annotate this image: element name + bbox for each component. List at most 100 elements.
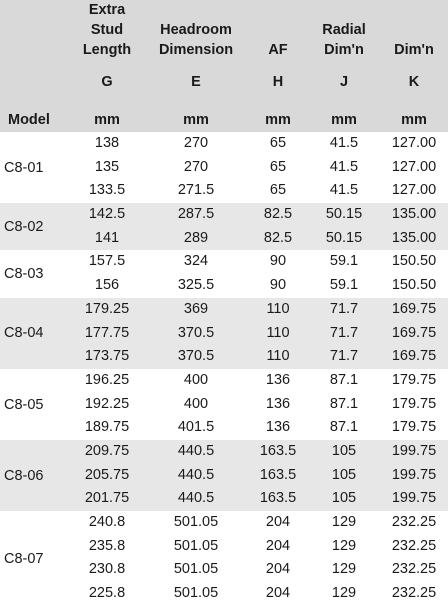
- cell-j: 105: [331, 466, 357, 483]
- cell-k: 135.00: [391, 229, 437, 246]
- model-label: C8-04: [4, 325, 44, 342]
- cell-j: 71.7: [329, 324, 359, 341]
- table-header: Extra Stud Length Headroom Dimension AF …: [0, 0, 448, 132]
- cell-k: 179.75: [391, 395, 437, 412]
- cell-h: 65: [269, 135, 287, 151]
- cell-e: 287.5: [177, 206, 215, 223]
- table-row: 133.5 271.5 65 41.5 127.00: [0, 179, 448, 203]
- cell-h: 110: [266, 348, 290, 365]
- cell-h: 82.5: [263, 229, 293, 246]
- cell-h: 110: [266, 324, 290, 341]
- cell-j: 41.5: [329, 182, 359, 199]
- header-label-line: Dimension: [158, 42, 234, 58]
- cell-e: 325.5: [177, 277, 215, 294]
- cell-e: 501.05: [173, 514, 219, 530]
- cell-e: 501.05: [173, 537, 219, 554]
- cell-h: 90: [269, 253, 287, 270]
- cell-e: 289: [183, 229, 209, 246]
- cell-k: 135.00: [391, 206, 437, 223]
- cell-h: 163.5: [259, 466, 297, 483]
- cell-g: 240.8: [88, 514, 126, 530]
- cell-e: 400: [183, 395, 209, 412]
- cell-e: 400: [183, 371, 209, 388]
- table-row: 240.8 501.05 204 129 232.25: [0, 511, 448, 535]
- cell-h: 90: [269, 277, 287, 294]
- cell-h: 163.5: [259, 442, 297, 459]
- cell-k: 232.25: [391, 514, 437, 530]
- model-label: C8-03: [4, 266, 44, 283]
- cell-k: 169.75: [391, 324, 437, 341]
- cell-g: 177.75: [84, 324, 130, 341]
- header-col-k: Dim'n: [382, 0, 446, 60]
- cell-h: 65: [269, 158, 287, 175]
- cell-g: 201.75: [84, 490, 130, 507]
- table-row: 230.8 501.05 204 129 232.25: [0, 558, 448, 582]
- cell-k: 169.75: [391, 348, 437, 365]
- cell-g: 209.75: [84, 442, 130, 459]
- header-unit-k: mm: [401, 112, 427, 128]
- header-col-g: Extra Stud Length: [78, 0, 136, 60]
- cell-j: 129: [331, 537, 357, 554]
- table-row: 173.75 370.5 110 71.7 169.75: [0, 345, 448, 369]
- header-unit-j: mm: [331, 112, 357, 128]
- header-label-line: Length: [82, 42, 132, 58]
- cell-h: 82.5: [263, 206, 293, 223]
- cell-e: 270: [183, 158, 209, 175]
- header-label-line: Headroom: [160, 22, 232, 38]
- cell-e: 271.5: [177, 182, 215, 199]
- table-row: 177.75 370.5 110 71.7 169.75: [0, 321, 448, 346]
- cell-k: 150.50: [391, 277, 437, 294]
- model-label: C8-06: [4, 467, 44, 484]
- cell-h: 65: [269, 182, 287, 199]
- cell-j: 71.7: [329, 348, 359, 365]
- cell-k: 232.25: [391, 561, 437, 578]
- cell-j: 59.1: [329, 253, 359, 270]
- cell-g: 205.75: [84, 466, 130, 483]
- header-symbol-j: J: [339, 74, 349, 90]
- header-symbol-e: E: [191, 74, 201, 90]
- header-symbol-k: K: [408, 74, 420, 90]
- cell-g: 141: [94, 229, 120, 246]
- table-row: 235.8 501.05 204 129 232.25: [0, 535, 448, 559]
- table-row: 189.75 401.5 136 87.1 179.75: [0, 416, 448, 440]
- cell-k: 150.50: [391, 253, 437, 270]
- cell-h: 204: [265, 537, 291, 554]
- table-row: 142.5 287.5 82.5 50.15 135.00: [0, 203, 448, 227]
- cell-g: 142.5: [88, 206, 126, 223]
- cell-g: 138: [94, 135, 120, 151]
- cell-j: 105: [331, 490, 357, 507]
- cell-k: 199.75: [391, 442, 437, 459]
- cell-k: 232.25: [391, 585, 437, 602]
- cell-j: 129: [331, 514, 357, 530]
- header-col-j: Radial Dim'n: [312, 0, 376, 60]
- cell-e: 501.05: [173, 561, 219, 578]
- table-row: 205.75 440.5 163.5 105 199.75: [0, 463, 448, 488]
- cell-e: 440.5: [177, 490, 215, 507]
- cell-h: 204: [265, 514, 291, 530]
- cell-e: 440.5: [177, 442, 215, 459]
- cell-j: 87.1: [329, 371, 359, 388]
- cell-h: 204: [265, 585, 291, 602]
- table-row: 209.75 440.5 163.5 105 199.75: [0, 439, 448, 464]
- table-row: 225.8 501.05 204 129 232.25: [0, 582, 448, 606]
- cell-g: 133.5: [88, 182, 126, 199]
- cell-g: 230.8: [88, 561, 126, 578]
- cell-e: 270: [183, 135, 209, 151]
- table-row: 135 270 65 41.5 127.00: [0, 156, 448, 180]
- cell-h: 136: [265, 371, 291, 388]
- cell-g: 156: [94, 277, 120, 294]
- header-label-line: AF: [268, 42, 288, 58]
- cell-g: 179.25: [84, 300, 130, 317]
- cell-g: 196.25: [84, 371, 130, 388]
- table-row: 138 270 65 41.5 127.00: [0, 132, 448, 156]
- cell-h: 110: [266, 300, 290, 317]
- header-col-e: Headroom Dimension: [146, 0, 246, 60]
- cell-k: 169.75: [391, 300, 437, 317]
- cell-h: 204: [265, 561, 291, 578]
- cell-e: 370.5: [177, 324, 215, 341]
- cell-k: 199.75: [391, 490, 437, 507]
- cell-j: 129: [331, 561, 357, 578]
- cell-j: 87.1: [329, 395, 359, 412]
- model-label: C8-07: [4, 550, 44, 567]
- cell-j: 50.15: [325, 206, 363, 223]
